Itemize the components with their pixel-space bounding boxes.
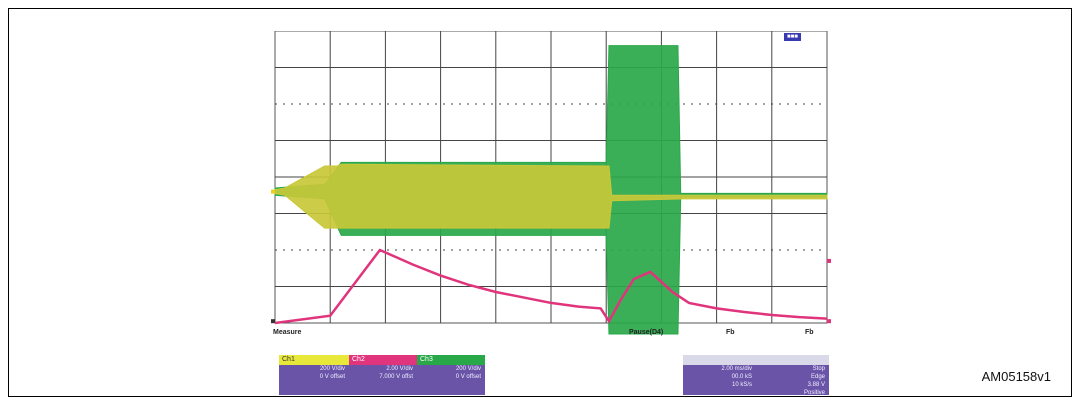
channel3-header: Ch3 [417,355,485,365]
channel2-header: Ch2 [349,355,417,365]
waveform-plot [271,31,831,335]
channel-marker [827,258,831,263]
figure-reference: AM05158v1 [981,369,1051,384]
channel-marker [827,319,831,324]
timebase-rate: 10 kS/s [731,382,752,388]
pause-label: Pause(D4) [629,329,664,336]
channel1-box: Ch1 200 V/div 0 V offset [279,355,349,395]
timebase-header [683,355,829,365]
fb-label-2: Fb [805,329,814,336]
channel-marker [271,319,275,324]
series-1-band [274,163,828,229]
trigger-slope: Positive [803,390,825,396]
measure-label: Measure [273,329,302,336]
figure-frame: ■■■ Measure Pause(D4) Fb Fb Ch1 200 V/di… [8,8,1072,397]
scope-badge: ■■■ [784,33,801,41]
trigger-mode: Edge [810,374,825,380]
timebase-box: 2.00 ms/div 00.0 kS 10 kS/s Stop Edge 3.… [683,355,829,396]
channel3-offset: 0 V offset [455,374,481,380]
channel1-header: Ch1 [279,355,349,365]
channel-marker [271,189,275,194]
channel1-scale: 200 V/div [319,366,345,372]
trigger-level: 3.88 V [807,382,825,388]
channel1-offset: 0 V offset [319,374,345,380]
trigger-state: Stop [812,366,825,372]
series-3-line [274,248,828,325]
fb-label-1: Fb [726,329,735,336]
oscilloscope-display: ■■■ Measure Pause(D4) Fb Fb Ch1 200 V/di… [271,31,839,401]
channel3-box: Ch3 200 V/div 0 V offset [417,355,485,395]
channel3-scale: 200 V/div [455,366,481,372]
channel2-offset: 7.000 V offst [379,374,413,380]
timebase-samples: 00.0 kS [731,374,752,380]
channel2-box: Ch2 2.00 V/div 7.000 V offst [349,355,417,395]
timebase-scale: 2.00 ms/div [721,366,752,372]
channel2-scale: 2.00 V/div [386,366,413,372]
